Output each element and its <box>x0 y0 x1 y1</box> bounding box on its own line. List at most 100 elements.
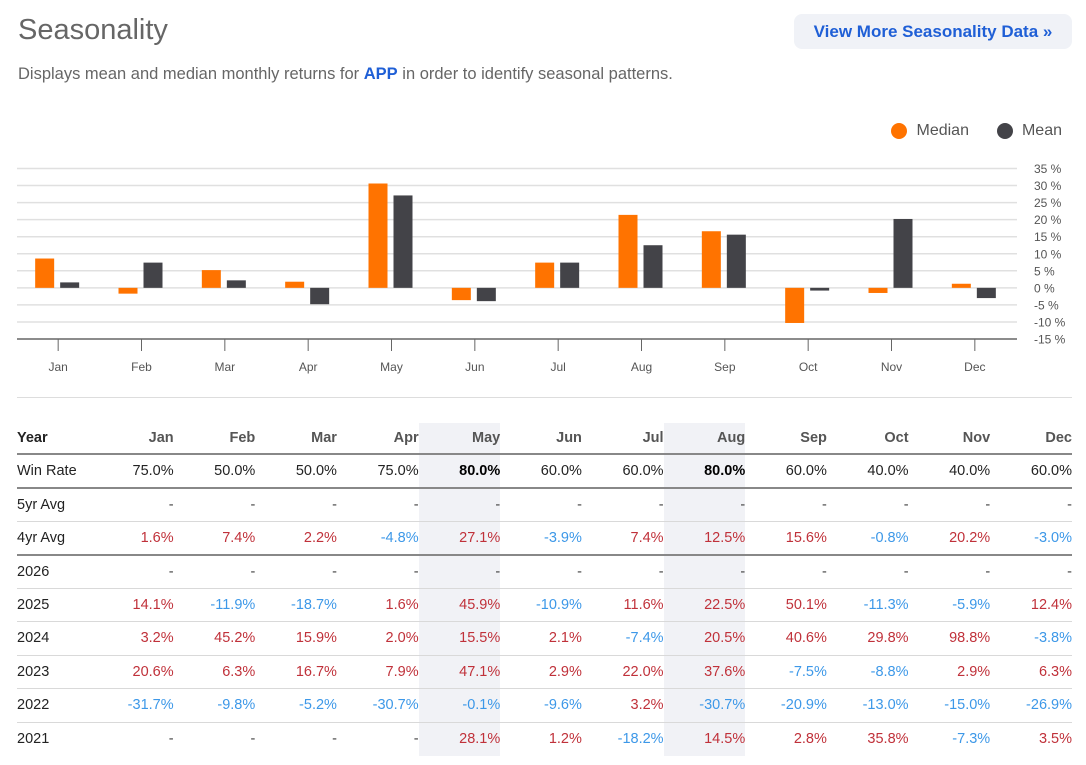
x-tick-label: Nov <box>881 360 902 374</box>
mean-dot-icon <box>996 123 1013 139</box>
x-tick-label: Jun <box>465 360 484 374</box>
chart-legend: Median Mean <box>891 122 1062 140</box>
cell-dec: - <box>990 554 1072 589</box>
cell-aug: 37.6% <box>663 655 746 689</box>
x-tick-label: Oct <box>799 360 818 374</box>
row-label: 2026 <box>17 554 92 589</box>
column-header-dec: Dec <box>990 423 1072 455</box>
mean-bar-jul <box>560 262 580 288</box>
column-header-nov: Nov <box>908 423 991 455</box>
cell-jan: 1.6% <box>91 521 174 556</box>
row-label: Win Rate <box>17 454 92 489</box>
page-subtitle: Displays mean and median monthly returns… <box>18 65 673 84</box>
y-tick-label: 15 % <box>1034 230 1062 244</box>
column-header-year: Year <box>17 423 92 455</box>
mean-bar-jun <box>476 287 496 302</box>
table-row: 2026- - - - - - - - - - - - <box>17 554 1072 589</box>
column-header-jun: Jun <box>500 423 582 455</box>
cell-jan: - <box>168 731 174 747</box>
median-bar-mar <box>201 270 221 288</box>
x-tick-label: May <box>380 360 403 374</box>
cell-oct: 29.8% <box>826 621 909 656</box>
row-label: 2023 <box>17 655 92 689</box>
table-row: 2021- - - -28.1% 1.2% -18.2% 14.5% 2.8% 35.8% -7.… <box>17 722 1072 756</box>
cell-sep: 15.6% <box>745 521 827 556</box>
cell-nov: - <box>908 554 991 589</box>
cell-jan: 3.2% <box>91 621 174 656</box>
table-row: 2024 3.2% 45.2% 15.9% 2.0% 15.5% 2.1% -7.4% 20.5… <box>17 621 1072 656</box>
cell-feb: - <box>173 554 256 589</box>
cell-jul: - <box>581 554 664 589</box>
cell-aug: 22.5% <box>663 588 746 622</box>
cell-nov: -7.3% <box>952 731 991 747</box>
cell-aug: 14.5% <box>663 722 746 756</box>
chart-y-axis: 35 % 30 % 25 % 20 % 15 % 10 % 5 % 0 % -5 % -10 % -… <box>1034 162 1066 347</box>
table-row: 4yr Avg 1.6% 7.4% 2.2% -4.8% 27.1% -3.9% 7.4% 12… <box>17 521 1072 556</box>
table-header-row: Year Jan Feb Mar Apr May Jun Jul Aug Sep Oct Nov Dec <box>17 423 1072 455</box>
y-tick-label: 35 % <box>1034 162 1062 176</box>
column-header-aug: Aug <box>663 423 746 455</box>
median-bar-apr <box>285 281 305 288</box>
mean-bar-mar <box>226 280 246 288</box>
cell-apr: 75.0% <box>336 454 419 489</box>
chart-bars <box>35 183 996 323</box>
row-label: 4yr Avg <box>17 521 92 556</box>
cell-jul: 11.6% <box>581 588 664 622</box>
cell-dec: - <box>990 487 1072 522</box>
cell-dec: -3.0% <box>990 521 1072 556</box>
legend-item-median[interactable]: Median <box>891 122 969 140</box>
cell-dec: 12.4% <box>990 588 1072 622</box>
column-header-sep: Sep <box>745 423 827 455</box>
cell-may: 47.1% <box>418 655 501 689</box>
cell-mar: 15.9% <box>255 621 337 656</box>
legend-item-mean[interactable]: Mean <box>996 122 1062 140</box>
cell-dec: -26.9% <box>990 688 1072 723</box>
median-bar-dec <box>951 283 971 288</box>
cell-jun: -3.9% <box>500 521 582 556</box>
cell-oct: 40.0% <box>826 454 909 489</box>
cell-jul: 7.4% <box>581 521 664 556</box>
cell-jan: 20.6% <box>91 655 174 689</box>
cell-apr: - <box>336 487 419 522</box>
subtitle-suffix: in order to identify seasonal patterns. <box>397 65 673 83</box>
median-bar-feb <box>118 287 138 294</box>
seasonality-table: Year Jan Feb Mar Apr May Jun Jul Aug Sep Oct Nov Dec… <box>17 423 1072 756</box>
column-header-apr: Apr <box>336 423 419 455</box>
cell-aug: 80.0% <box>663 454 746 489</box>
column-header-feb: Feb <box>173 423 256 455</box>
cell-may: 80.0% <box>418 454 501 489</box>
cell-feb: - <box>173 487 256 522</box>
cell-aug: - <box>663 487 746 522</box>
cell-may: 28.1% <box>418 722 501 756</box>
cell-jul: 60.0% <box>581 454 664 489</box>
cell-oct: 35.8% <box>867 731 909 747</box>
cell-feb: 45.2% <box>173 621 256 656</box>
cell-nov: 40.0% <box>908 454 991 489</box>
cell-feb: 6.3% <box>173 655 256 689</box>
y-tick-label: -5 % <box>1034 298 1059 312</box>
cell-jul: -18.2% <box>617 731 664 747</box>
x-tick-label: Mar <box>214 360 235 374</box>
seasonality-bar-chart: Jan Feb Mar Apr May Jun Jul Aug Sep Oct Nov Dec 35 … <box>17 162 1066 374</box>
cell-may: 45.9% <box>418 588 501 622</box>
cell-aug: 20.5% <box>663 621 746 656</box>
cell-aug: - <box>663 554 746 589</box>
cell-mar: 2.2% <box>255 521 337 556</box>
cell-feb: -11.9% <box>173 588 256 622</box>
median-bar-jun <box>451 287 471 301</box>
cell-nov: 20.2% <box>908 521 991 556</box>
y-tick-label: -15 % <box>1034 333 1066 347</box>
mean-bar-nov <box>893 218 913 288</box>
y-tick-label: -10 % <box>1034 315 1066 329</box>
cell-sep: -7.5% <box>745 655 827 689</box>
x-tick-label: Aug <box>631 360 652 374</box>
cell-jul: 22.0% <box>581 655 664 689</box>
cell-jun: 60.0% <box>500 454 582 489</box>
chart-x-axis: Jan Feb Mar Apr May Jun Jul Aug Sep Oct Nov Dec <box>17 338 1017 374</box>
mean-bar-oct <box>810 287 830 291</box>
cell-sep: 40.6% <box>745 621 827 656</box>
view-more-seasonality-button[interactable]: View More Seasonality Data » <box>794 14 1072 49</box>
y-tick-label: 25 % <box>1034 196 1062 210</box>
cell-aug: 12.5% <box>663 521 746 556</box>
cell-mar: -18.7% <box>255 588 337 622</box>
